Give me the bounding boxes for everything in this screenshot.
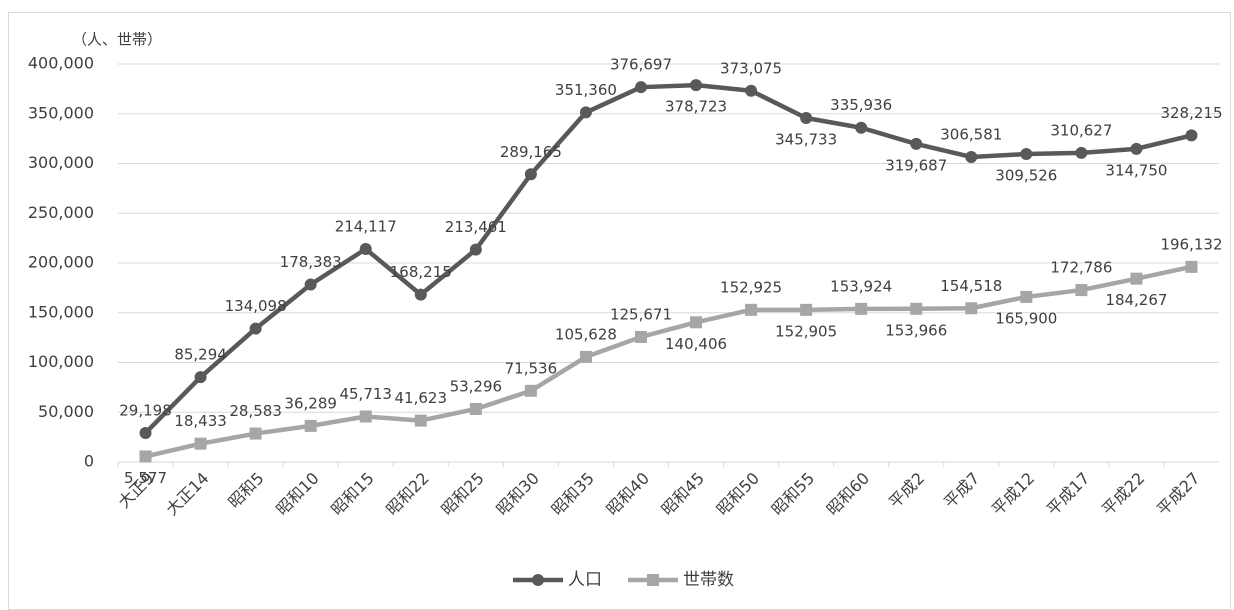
- point: [1185, 260, 1198, 273]
- data-label: 309,526: [995, 167, 1057, 185]
- data-label: 289,165: [500, 143, 562, 161]
- point: [910, 137, 923, 150]
- data-label: 28,583: [229, 402, 282, 420]
- point: [965, 150, 978, 163]
- data-label: 351,360: [555, 81, 617, 99]
- chart-frame: [8, 12, 1231, 610]
- data-label: 45,713: [339, 385, 392, 403]
- y-tick-label: 0: [84, 452, 94, 471]
- point: [1185, 129, 1198, 142]
- point: [359, 242, 372, 255]
- data-label: 154,518: [940, 277, 1002, 295]
- point: [1075, 284, 1088, 297]
- point: [634, 81, 647, 94]
- point: [194, 371, 207, 384]
- data-label: 105,628: [555, 325, 617, 343]
- y-tick-label: 250,000: [28, 203, 94, 222]
- point: [1130, 272, 1143, 285]
- data-label: 125,671: [610, 305, 672, 323]
- legend-label: 人口: [568, 570, 602, 590]
- data-label: 152,905: [775, 322, 837, 340]
- data-label: 168,215: [390, 263, 452, 281]
- point: [414, 414, 427, 427]
- data-label: 85,294: [174, 346, 227, 364]
- point: [304, 278, 317, 291]
- point: [800, 111, 813, 124]
- data-label: 373,075: [720, 59, 782, 77]
- data-label: 53,296: [450, 377, 503, 395]
- point: [304, 419, 317, 432]
- point: [855, 302, 868, 315]
- point: [690, 79, 703, 92]
- point: [910, 302, 923, 315]
- data-label: 335,936: [830, 96, 892, 114]
- data-label: 165,900: [995, 309, 1057, 327]
- y-tick-label: 200,000: [28, 253, 94, 272]
- point: [1130, 142, 1143, 155]
- point: [524, 384, 537, 397]
- point: [745, 303, 758, 316]
- point: [1020, 290, 1033, 303]
- point: [1075, 146, 1088, 159]
- data-label: 134,098: [225, 297, 287, 315]
- series-line: [143, 82, 1193, 435]
- data-label: 172,786: [1050, 259, 1112, 277]
- point: [359, 410, 372, 423]
- data-label: 196,132: [1160, 235, 1222, 253]
- legend-marker: [647, 574, 659, 586]
- y-axis-label: （人、世帯）: [72, 31, 162, 49]
- data-label: 153,966: [885, 321, 947, 339]
- data-label: 214,117: [335, 217, 397, 235]
- point: [634, 330, 647, 343]
- data-label: 153,924: [830, 277, 892, 295]
- y-tick-label: 100,000: [28, 352, 94, 371]
- data-label: 213,461: [445, 218, 507, 236]
- point: [965, 302, 978, 315]
- point: [1020, 148, 1033, 161]
- legend-label: 世帯数: [683, 570, 734, 590]
- point: [249, 322, 262, 335]
- point: [524, 168, 537, 181]
- point: [139, 450, 152, 463]
- y-tick-label: 50,000: [38, 402, 94, 421]
- data-label: 29,198: [119, 401, 172, 419]
- point: [855, 121, 868, 134]
- point: [745, 84, 758, 97]
- point: [579, 350, 592, 363]
- point: [249, 427, 262, 440]
- data-label: 345,733: [775, 130, 837, 148]
- point: [690, 316, 703, 329]
- data-label: 184,267: [1105, 291, 1167, 309]
- data-label: 314,750: [1105, 161, 1167, 179]
- point: [194, 437, 207, 450]
- series-line: [145, 264, 1192, 459]
- point: [469, 402, 482, 415]
- data-label: 71,536: [505, 359, 558, 377]
- point: [139, 426, 152, 439]
- data-label: 310,627: [1050, 121, 1112, 139]
- data-label: 319,687: [885, 156, 947, 174]
- data-label: 18,433: [174, 412, 227, 430]
- data-label: 378,723: [665, 98, 727, 116]
- data-label: 140,406: [665, 335, 727, 353]
- y-tick-label: 350,000: [28, 103, 94, 122]
- point: [579, 106, 592, 119]
- point: [469, 243, 482, 256]
- data-label: 5,577: [124, 469, 167, 487]
- point: [414, 288, 427, 301]
- data-label: 306,581: [940, 125, 1002, 143]
- data-label: 41,623: [395, 389, 448, 407]
- y-tick-label: 400,000: [28, 54, 94, 73]
- data-label: 152,925: [720, 278, 782, 296]
- legend-marker: [532, 574, 544, 586]
- point: [800, 303, 813, 316]
- data-label: 178,383: [280, 253, 342, 271]
- y-tick-label: 300,000: [28, 153, 94, 172]
- data-label: 376,697: [610, 56, 672, 74]
- data-label: 36,289: [284, 394, 337, 412]
- data-label: 328,215: [1160, 104, 1222, 122]
- y-tick-label: 150,000: [28, 302, 94, 321]
